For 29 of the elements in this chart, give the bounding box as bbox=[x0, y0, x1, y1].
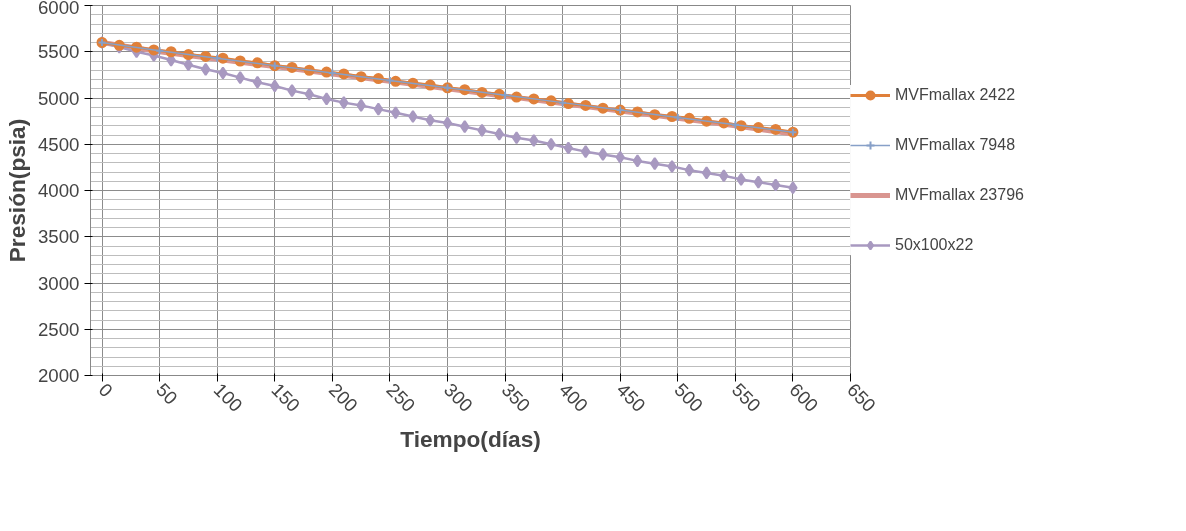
x-tick-label: 200 bbox=[324, 379, 362, 416]
y-tick-label: 5000 bbox=[38, 87, 80, 109]
x-tick-label: 450 bbox=[612, 379, 650, 416]
x-tick-label: 550 bbox=[727, 379, 765, 416]
y-tick-label: 2500 bbox=[38, 318, 80, 340]
legend-label: MVFmallax 23796 bbox=[895, 186, 1024, 204]
x-tick-label: 650 bbox=[843, 379, 880, 416]
x-tick-label: 50 bbox=[152, 379, 182, 409]
y-tick-label: 3500 bbox=[38, 226, 80, 248]
y-tick-label: 3000 bbox=[38, 272, 80, 294]
y-tick-label: 2000 bbox=[38, 365, 80, 386]
x-tick-label: 500 bbox=[670, 379, 708, 416]
x-tick-label: 400 bbox=[555, 379, 593, 416]
x-tick-label: 350 bbox=[497, 379, 535, 416]
x-axis-title: Tiempo(días) bbox=[400, 425, 541, 452]
x-tick-label: 0 bbox=[94, 379, 117, 402]
legend-label: MVFmallax 2422 bbox=[895, 86, 1016, 104]
y-tick-label: 6000 bbox=[38, 0, 80, 18]
y-tick-label: 4500 bbox=[38, 133, 80, 155]
legend-label: MVFmallax 7948 bbox=[895, 136, 1016, 154]
legend-label: 50x100x22 bbox=[895, 236, 974, 254]
x-tick-label: 100 bbox=[209, 379, 247, 416]
x-tick-label: 300 bbox=[440, 379, 477, 416]
y-tick-label: 4000 bbox=[38, 180, 80, 201]
x-tick-label: 150 bbox=[267, 379, 305, 416]
x-tick-label: 250 bbox=[382, 379, 420, 416]
y-tick-label: 5500 bbox=[38, 41, 80, 63]
y-axis-title: Presión(psia) bbox=[4, 118, 30, 263]
x-tick-label: 600 bbox=[785, 379, 823, 416]
